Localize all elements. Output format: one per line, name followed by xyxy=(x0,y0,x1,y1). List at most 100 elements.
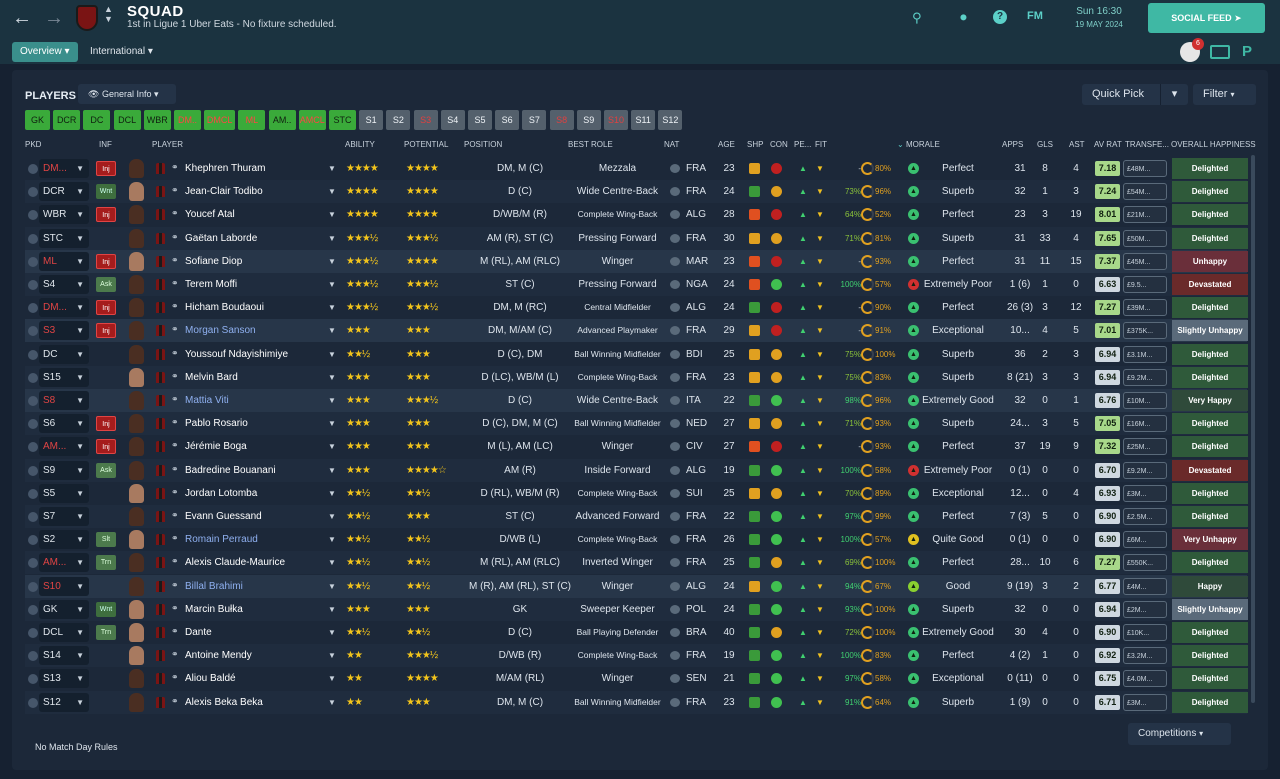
select-checkbox[interactable] xyxy=(28,488,38,499)
col-morale[interactable]: MORALE xyxy=(906,140,940,149)
select-checkbox[interactable] xyxy=(28,233,38,244)
table-row[interactable]: WBR ▼ Inj ⚭ Youcef Atal ▼ ★★★★ ★★★★ D/WB/… xyxy=(25,203,1248,226)
table-row[interactable]: DCR ▼ Wnt ⚭ Jean-Clair Todibo ▼ ★★★★ ★★★★… xyxy=(25,180,1248,204)
info-badge[interactable]: Trn xyxy=(96,625,116,640)
date-time[interactable]: Sun 16:30 19 MAY 2024 xyxy=(1068,6,1130,29)
info-badge[interactable]: Wnt xyxy=(96,184,116,200)
chevron-down-icon[interactable]: ▼ xyxy=(328,372,336,382)
player-name[interactable]: Antoine Mendy xyxy=(185,650,252,662)
col-av-rat[interactable]: AV RAT xyxy=(1094,140,1122,149)
player-name[interactable]: Romain Perraud xyxy=(185,534,258,546)
club-badge[interactable] xyxy=(76,5,98,31)
col-ability[interactable]: ABILITY xyxy=(345,140,375,149)
position-button[interactable]: S7 xyxy=(522,110,547,130)
table-row[interactable]: GK ▼ Wnt ⚭ Marcin Bułka ▼ ★★★ ★★★ GK Swee… xyxy=(25,597,1248,621)
select-checkbox[interactable] xyxy=(28,419,38,430)
col-best-role[interactable]: BEST ROLE xyxy=(568,140,613,149)
bulb-icon[interactable]: ⚫ xyxy=(958,10,969,25)
chevron-down-icon[interactable]: ▼ xyxy=(328,674,336,684)
select-checkbox[interactable] xyxy=(28,651,38,662)
chevron-down-icon[interactable]: ▼ xyxy=(328,512,336,521)
position-button[interactable]: S2 xyxy=(386,110,411,130)
chevron-down-icon[interactable]: ▼ xyxy=(328,303,336,313)
picked-position[interactable]: DCR ▼ xyxy=(39,182,89,202)
position-button[interactable]: S11 xyxy=(631,110,656,130)
info-badge[interactable]: Trn xyxy=(96,555,116,571)
table-row[interactable]: S8 ▼ ⚭ Mattia Viti ▼ ★★★ ★★★½ D (C) Wide … xyxy=(25,389,1248,412)
tab-international[interactable]: International ▾ xyxy=(90,46,153,57)
select-checkbox[interactable] xyxy=(28,558,38,569)
chevron-down-icon[interactable]: ▼ xyxy=(328,326,336,336)
position-button[interactable]: STC xyxy=(329,110,356,130)
info-badge[interactable]: Slt xyxy=(96,532,116,548)
col-transfer[interactable]: TRANSFE... xyxy=(1125,140,1170,149)
player-name[interactable]: Badredine Bouanani xyxy=(185,464,276,476)
chevron-down-icon[interactable]: ▼ xyxy=(328,349,336,359)
position-button[interactable]: S4 xyxy=(440,110,465,130)
info-badge[interactable]: Inj xyxy=(96,439,116,455)
picked-position[interactable]: S8 ▼ xyxy=(39,391,89,410)
info-badge[interactable]: Inj xyxy=(96,253,116,269)
player-name[interactable]: Khephren Thuram xyxy=(185,163,266,174)
chevron-down-icon[interactable]: ▼ xyxy=(328,442,336,452)
player-name[interactable]: Jean-Clair Todibo xyxy=(185,186,263,198)
view-selector[interactable]: 👁 General Info ▾ xyxy=(78,84,176,104)
paypal-icon[interactable]: P xyxy=(1242,43,1253,60)
position-button[interactable]: S3 xyxy=(413,110,438,130)
table-row[interactable]: DC ▼ ⚭ Youssouf Ndayishimiye ▼ ★★½ ★★★ D … xyxy=(25,343,1248,366)
picked-position[interactable]: S14 ▼ xyxy=(39,646,89,666)
select-checkbox[interactable] xyxy=(28,372,38,383)
chevron-down-icon[interactable]: ▼ xyxy=(328,535,336,545)
table-row[interactable]: STC ▼ ⚭ Gaëtan Laborde ▼ ★★★½ ★★★½ AM (R)… xyxy=(25,226,1248,250)
picked-position[interactable]: S3 ▼ xyxy=(39,321,89,341)
picked-position[interactable]: ML ▼ xyxy=(39,251,89,271)
col-happiness[interactable]: OVERALL HAPPINESS xyxy=(1171,140,1256,149)
select-checkbox[interactable] xyxy=(28,697,38,708)
position-button[interactable]: S12 xyxy=(658,110,683,130)
help-icon[interactable]: ? xyxy=(993,10,1007,24)
picked-position[interactable]: S15 ▼ xyxy=(39,367,89,387)
select-checkbox[interactable] xyxy=(28,326,38,337)
picked-position[interactable]: S6 ▼ xyxy=(39,414,89,434)
table-row[interactable]: AM... ▼ Trn ⚭ Alexis Claude-Maurice ▼ ★★½… xyxy=(25,551,1248,575)
picked-position[interactable]: S5 ▼ xyxy=(39,483,89,503)
scrollbar[interactable] xyxy=(1251,155,1255,703)
picked-position[interactable]: DCL ▼ xyxy=(39,623,89,642)
position-button[interactable]: DC xyxy=(83,110,111,130)
fm-button[interactable]: FM xyxy=(1027,10,1043,22)
select-checkbox[interactable] xyxy=(28,396,38,406)
social-feed-button[interactable]: SOCIAL FEED ➤ xyxy=(1148,3,1265,33)
col-shp[interactable]: SHP xyxy=(747,140,764,149)
player-name[interactable]: Marcin Bułka xyxy=(185,603,243,615)
picked-position[interactable]: S9 ▼ xyxy=(39,460,89,480)
player-name[interactable]: Billal Brahimi xyxy=(185,580,243,592)
position-button[interactable]: DCL xyxy=(113,110,141,130)
table-row[interactable]: S14 ▼ ⚭ Antoine Mendy ▼ ★★ ★★★½ D/WB (R) … xyxy=(25,644,1248,668)
select-checkbox[interactable] xyxy=(28,303,38,314)
picked-position[interactable]: S12 ▼ xyxy=(39,692,89,712)
select-checkbox[interactable] xyxy=(28,512,38,522)
back-button[interactable]: ← xyxy=(12,7,32,29)
picked-position[interactable]: GK ▼ xyxy=(39,599,89,619)
inbox-icon[interactable]: 6 xyxy=(1180,38,1204,62)
tv-icon[interactable] xyxy=(1210,45,1230,59)
col-apps[interactable]: APPS xyxy=(1002,140,1024,149)
player-name[interactable]: Terem Moffi xyxy=(185,279,238,290)
chevron-down-icon[interactable]: ▼ xyxy=(328,419,336,429)
select-checkbox[interactable] xyxy=(28,256,38,267)
picked-position[interactable]: S10 ▼ xyxy=(39,576,89,596)
col-position[interactable]: POSITION xyxy=(464,140,503,149)
position-button[interactable]: S6 xyxy=(495,110,520,130)
info-badge[interactable]: Inj xyxy=(96,416,116,432)
picked-position[interactable]: S13 ▼ xyxy=(39,669,89,689)
picked-position[interactable]: S7 ▼ xyxy=(39,507,89,526)
select-checkbox[interactable] xyxy=(28,210,38,221)
club-switcher[interactable]: ▲ ▼ xyxy=(104,4,113,24)
chevron-down-icon[interactable]: ▼ xyxy=(328,210,336,220)
player-name[interactable]: Morgan Sanson xyxy=(185,325,256,337)
chevron-down-icon[interactable]: ▼ xyxy=(328,465,336,475)
forward-button[interactable]: → xyxy=(44,7,64,29)
chevron-down-icon[interactable]: ▼ xyxy=(328,628,336,637)
chevron-down-icon[interactable]: ▼ xyxy=(328,697,336,707)
select-checkbox[interactable] xyxy=(28,349,38,360)
